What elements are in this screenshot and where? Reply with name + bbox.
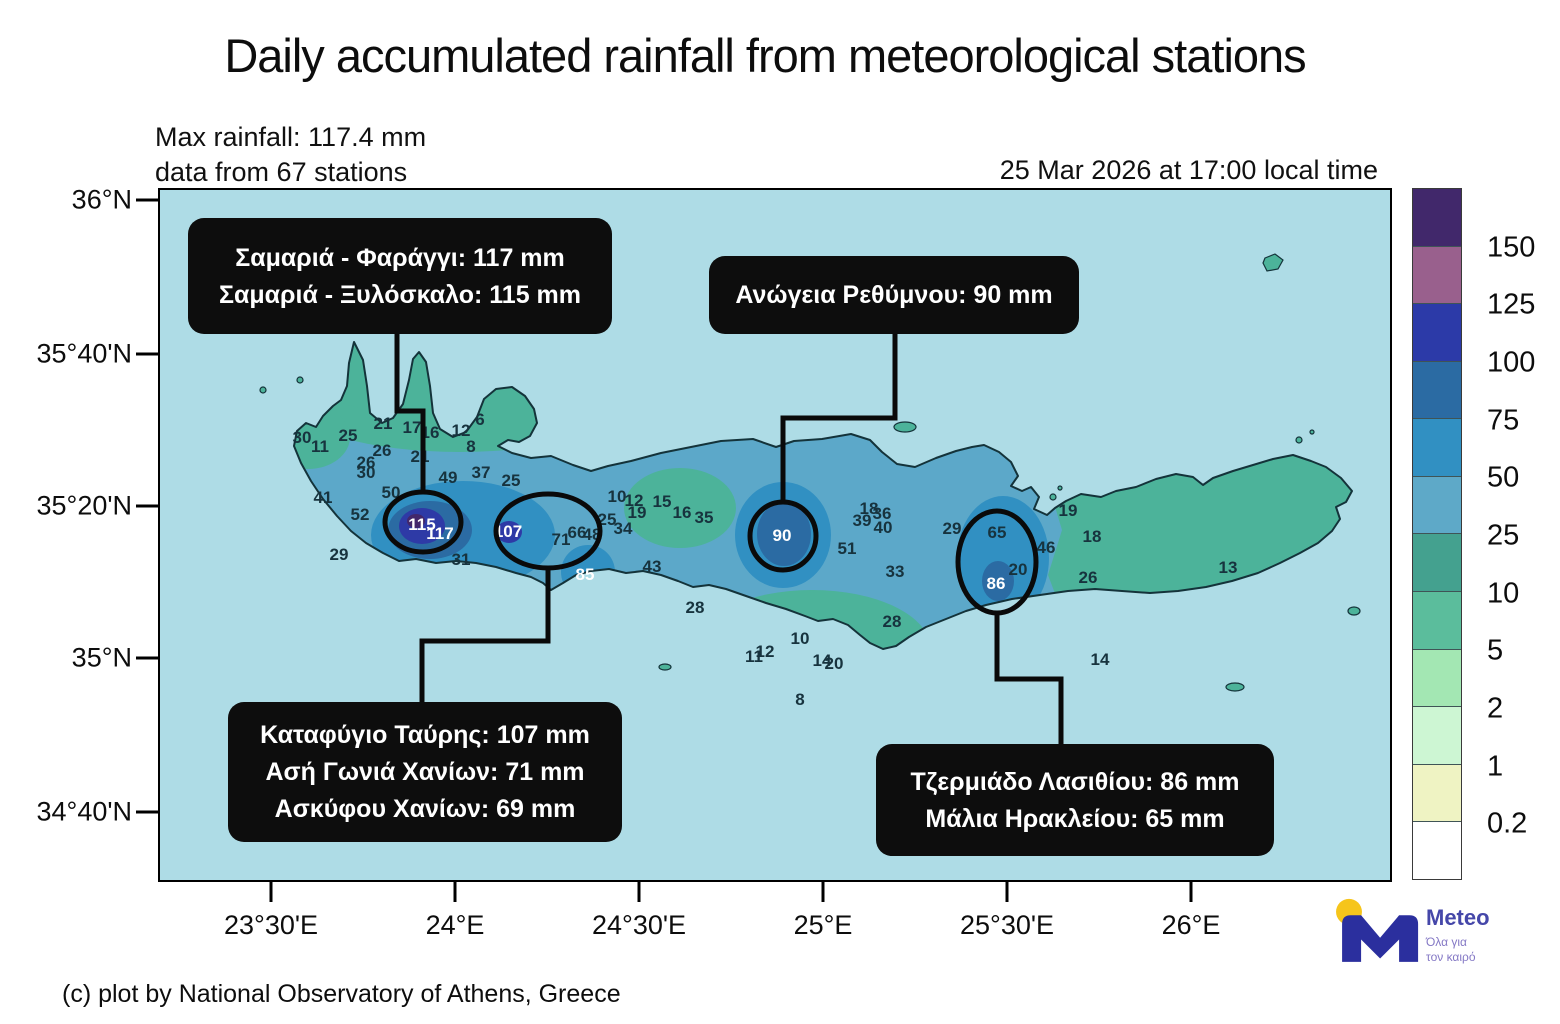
- callout-tzermiado: Τζερμιάδο Λασιθίου: 86 mm Μάλια Ηρακλείου…: [876, 744, 1274, 856]
- contour-green-westtip: [294, 405, 350, 469]
- stations-count-text: data from 67 stations: [155, 157, 408, 187]
- callout-tavri: Καταφύγιο Ταύρης: 107 mm Ασή Γωνιά Χανίων…: [228, 702, 622, 842]
- logo-tagline: Όλα για τον καιρό: [1426, 935, 1476, 964]
- callout-samaria: Σαμαριά - Φαράγγι: 117 mm Σαμαριά - Ξυλόσ…: [188, 218, 612, 334]
- colorbar: [1412, 188, 1462, 880]
- meteo-logo-mark: [1336, 898, 1419, 962]
- islets: [259, 253, 1361, 692]
- page-title: Daily accumulated rainfall from meteorol…: [224, 29, 1306, 82]
- datetime-text: 25 Mar 2026 at 17:00 local time: [999, 155, 1378, 185]
- meteo-logo: Meteo Όλα για τον καιρό: [1330, 893, 1545, 988]
- contour-green-central: [624, 468, 736, 548]
- logo-name: Meteo: [1426, 905, 1490, 930]
- credit-text: (c) plot by National Observatory of Athe…: [62, 980, 621, 1008]
- callout-anogeia: Ανώγεια Ρεθύμνου: 90 mm: [709, 256, 1079, 334]
- logo-m-icon: [1342, 915, 1419, 962]
- max-rainfall-text: Max rainfall: 117.4 mm: [155, 122, 427, 152]
- map-plot-area: 30 11 25 21 17 16 12 6 8 26 26 30 21 49 37 25 41 50 52 115 1…: [158, 188, 1392, 882]
